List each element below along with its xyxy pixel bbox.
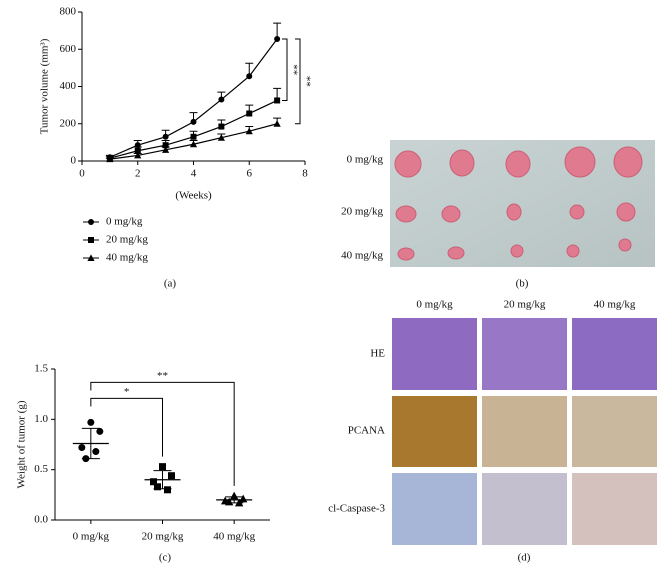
legend-marker	[88, 237, 94, 243]
data-point	[162, 133, 169, 140]
significance-bracket	[90, 381, 235, 486]
legend-marker	[88, 219, 94, 225]
legend-marker	[87, 254, 95, 261]
data-point	[224, 497, 234, 506]
panel-label: (b)	[516, 278, 529, 290]
data-point	[159, 463, 166, 471]
column-label: 0 mg/kg	[416, 299, 453, 311]
significance-bracket	[90, 397, 163, 457]
x-tick-label: 6	[247, 168, 253, 180]
data-point	[82, 455, 90, 463]
data-point	[96, 427, 104, 435]
y-tick-label: 1.5	[34, 363, 48, 375]
y-tick-label: 400	[60, 80, 77, 92]
data-point	[274, 97, 281, 104]
tumors	[394, 146, 643, 261]
y-tick-label: 0.5	[34, 463, 48, 475]
x-tick-label: 0	[79, 168, 85, 180]
y-axis-label: Weight of tumor (g)	[16, 400, 28, 488]
data-point	[245, 127, 253, 135]
data-point	[150, 478, 157, 486]
significance-label: **	[300, 76, 312, 87]
data-point	[190, 133, 197, 140]
data-point	[87, 418, 95, 426]
y-tick-label: 200	[60, 117, 77, 129]
x-tick-label: 40 mg/kg	[213, 531, 255, 543]
row-label: 20 mg/kg	[341, 206, 383, 218]
significance-label: *	[124, 386, 130, 398]
data-point	[218, 96, 225, 103]
y-tick-label: 0.0	[34, 514, 48, 526]
data-point	[164, 486, 171, 494]
row-label: PCANA	[348, 425, 385, 437]
x-axis-label: (Weeks)	[175, 190, 212, 202]
data-point	[246, 110, 253, 117]
data-point	[246, 73, 253, 80]
row-label: 40 mg/kg	[341, 250, 383, 262]
data-point	[274, 36, 281, 43]
legend-label: 0 mg/kg	[106, 216, 143, 228]
histology-images	[392, 318, 657, 545]
significance-label: **	[157, 370, 168, 382]
column-label: 40 mg/kg	[594, 299, 636, 311]
data-point	[229, 491, 239, 500]
data-point	[78, 444, 86, 452]
data-point	[218, 123, 225, 130]
row-label: 0 mg/kg	[347, 154, 384, 166]
significance-label: **	[287, 64, 299, 75]
data-point	[134, 147, 141, 154]
data-point	[162, 142, 169, 149]
x-tick-label: 2	[135, 168, 141, 180]
x-tick-label: 8	[302, 168, 308, 180]
data-point	[217, 134, 225, 141]
data-point	[168, 472, 175, 480]
data-point	[134, 151, 142, 159]
data-point	[106, 155, 114, 163]
y-tick-label: 800	[60, 6, 77, 18]
data-point	[238, 494, 248, 503]
panel-label: (d)	[518, 552, 531, 564]
row-label: cl-Caspase-3	[328, 503, 385, 515]
data-point	[234, 498, 244, 507]
panel-label: (c)	[159, 552, 172, 564]
y-axis-label: Tumor volume (mm³)	[39, 38, 51, 134]
y-tick-label: 600	[60, 43, 77, 55]
y-tick-label: 1.0	[34, 413, 48, 425]
data-point	[154, 483, 161, 491]
significance-bracket	[282, 38, 288, 101]
data-point	[92, 448, 100, 456]
data-point	[273, 120, 281, 127]
panel-label: (a)	[164, 278, 177, 290]
column-label: 20 mg/kg	[504, 299, 546, 311]
x-tick-label: 20 mg/kg	[142, 531, 184, 543]
x-tick-label: 0 mg/kg	[73, 531, 110, 543]
legend-label: 20 mg/kg	[106, 234, 148, 246]
y-tick-label: 0	[71, 155, 77, 167]
significance-bracket	[295, 38, 301, 125]
row-label: HE	[370, 348, 385, 360]
data-point	[190, 118, 197, 125]
data-point	[189, 140, 198, 148]
x-tick-label: 4	[191, 168, 197, 180]
data-point	[162, 146, 170, 153]
legend-label: 40 mg/kg	[106, 252, 148, 264]
